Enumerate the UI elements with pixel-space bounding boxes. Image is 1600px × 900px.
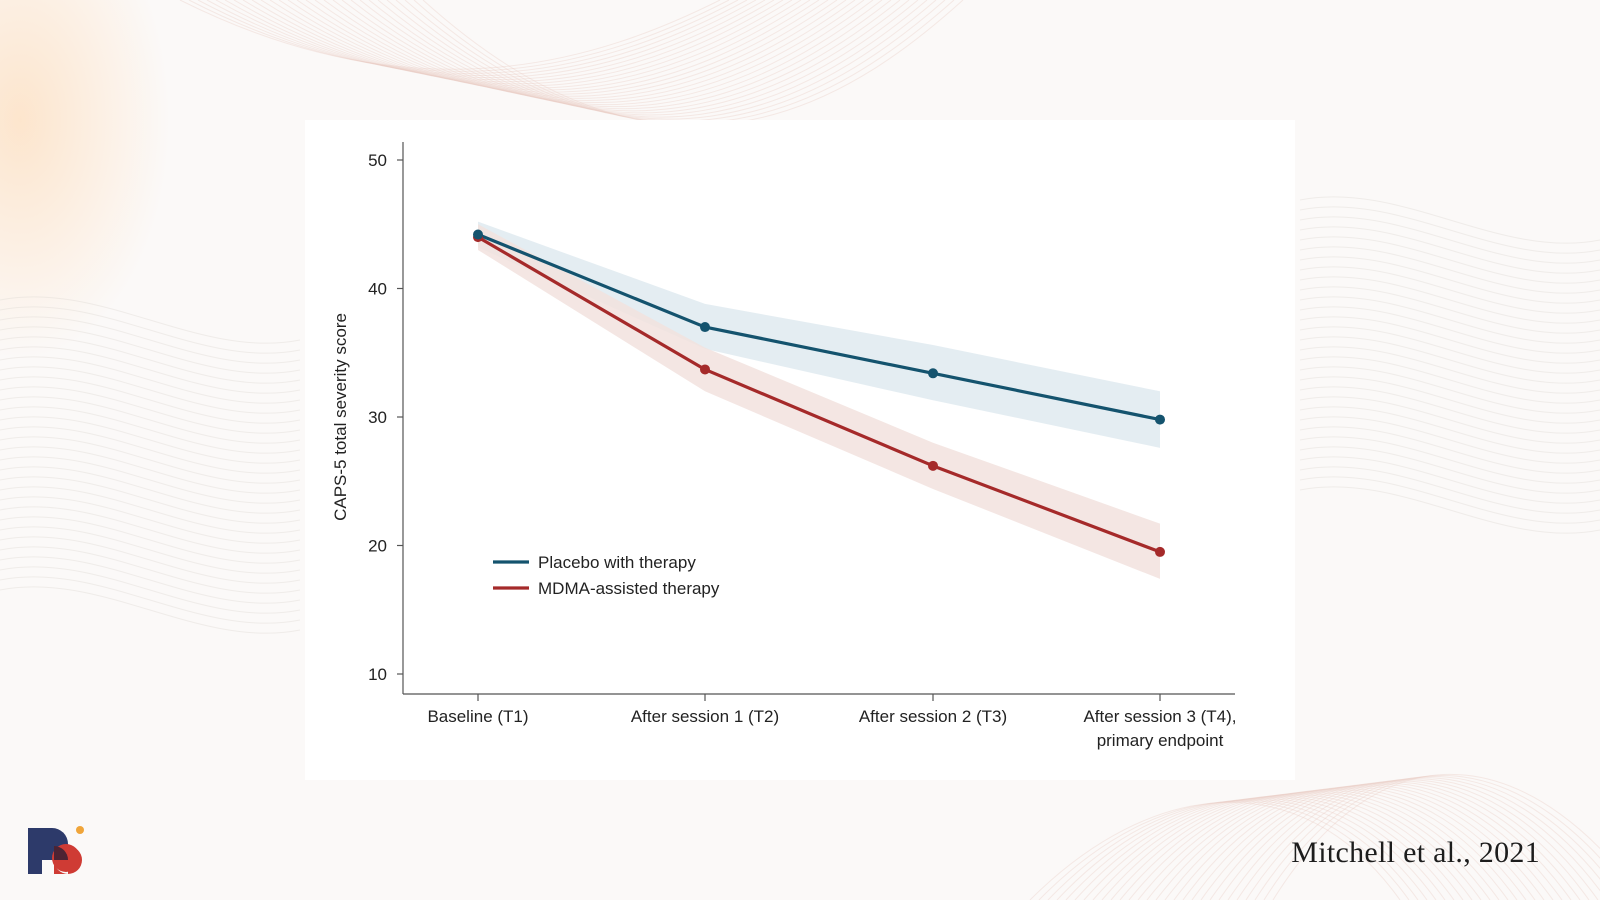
x-tick-label-line: After session 3 (T4),: [1083, 707, 1236, 726]
legend-label: MDMA-assisted therapy: [538, 579, 720, 598]
x-tick-label-line: primary endpoint: [1097, 731, 1224, 750]
y-tick-label: 40: [368, 280, 387, 299]
legend: Placebo with therapy MDMA-assisted therap…: [493, 553, 720, 598]
brand-logo-icon: [28, 826, 84, 874]
chart-card: 10 20 30 40 50 CAPS-5 total severity score Bas…: [305, 120, 1295, 780]
x-tick-label: After session 1 (T2): [631, 707, 779, 726]
y-tick-label: 10: [368, 665, 387, 684]
series-lines: [477, 233, 1161, 554]
y-axis-label: CAPS-5 total severity score: [331, 313, 350, 521]
y-tick-label: 20: [368, 537, 387, 556]
data-point-placebo: [1155, 414, 1165, 425]
x-tick-label-line: Baseline (T1): [427, 707, 528, 726]
x-tick-label: Baseline (T1): [427, 707, 528, 726]
x-tick-label-line: After session 1 (T2): [631, 707, 779, 726]
x-tick-label: After session 2 (T3): [859, 707, 1007, 726]
axes: 10 20 30 40 50 CAPS-5 total severity score Bas…: [331, 142, 1237, 750]
data-point-placebo: [473, 229, 483, 240]
data-points: [473, 229, 1165, 557]
x-tick-label: After session 3 (T4), primary endpoint: [1083, 707, 1236, 750]
line-chart: 10 20 30 40 50 CAPS-5 total severity score Bas…: [331, 142, 1237, 750]
y-tick-label: 50: [368, 151, 387, 170]
data-point-mdma: [700, 364, 710, 375]
confidence-bands: [478, 221, 1160, 579]
series-line-mdma: [477, 235, 1161, 554]
citation-text: Mitchell et al., 2021: [1291, 836, 1540, 869]
legend-label: Placebo with therapy: [538, 553, 696, 572]
data-point-mdma: [928, 460, 938, 471]
y-tick-label: 30: [368, 408, 387, 427]
confidence-band-placebo: [478, 221, 1160, 448]
data-point-mdma: [1155, 546, 1165, 557]
data-point-placebo: [928, 368, 938, 379]
data-point-placebo: [700, 322, 710, 333]
series-line-placebo: [477, 233, 1161, 422]
confidence-band-mdma: [478, 224, 1160, 579]
x-tick-label-line: After session 2 (T3): [859, 707, 1007, 726]
